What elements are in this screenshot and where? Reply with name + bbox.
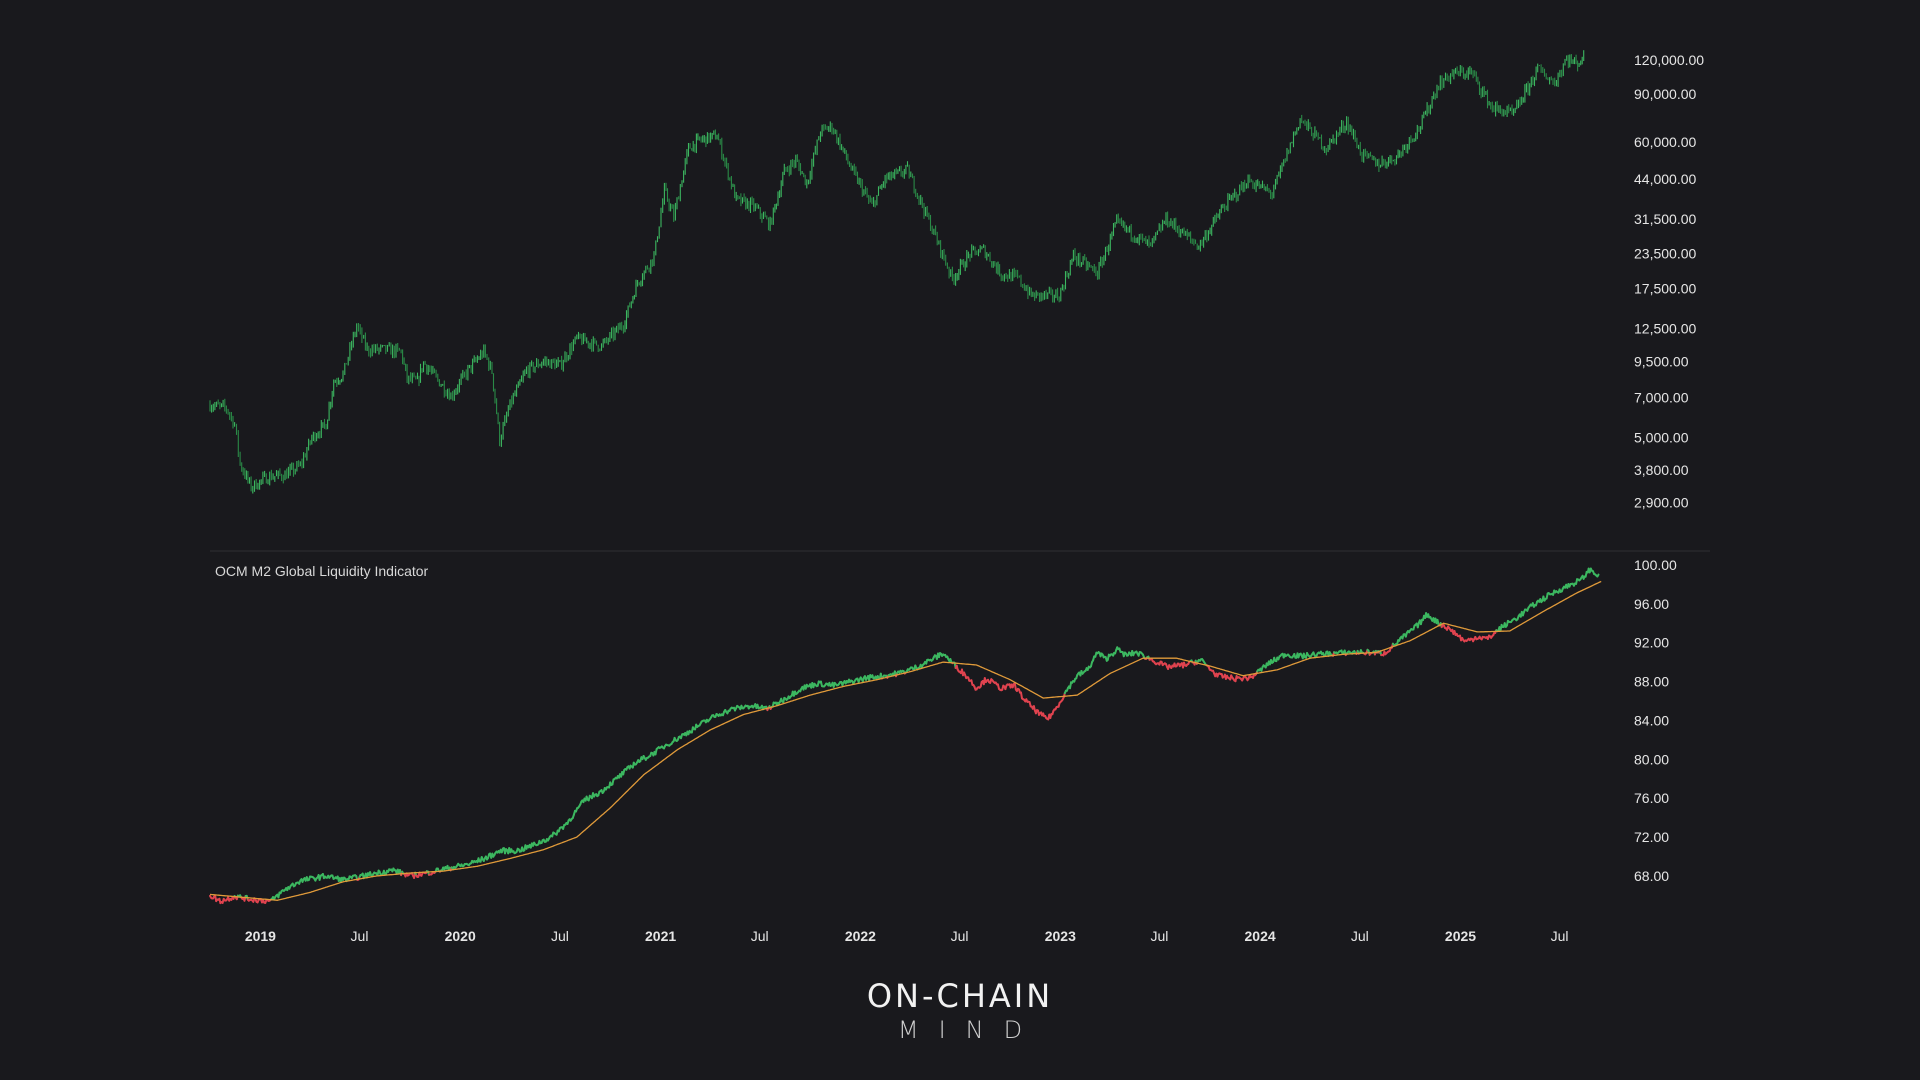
liquidity-y-axis: 100.00 96.00 92.00 88.00 84.00 80.00 76.00 72.0…	[1634, 557, 1677, 884]
price-y-tick: 9,500.00	[1634, 353, 1689, 369]
price-y-tick: 5,000.00	[1634, 430, 1689, 446]
liquidity-y-tick: 100.00	[1634, 557, 1677, 573]
x-tick-year: 2025	[1445, 928, 1476, 944]
price-y-tick: 3,800.00	[1634, 462, 1689, 478]
liquidity-y-tick: 76.00	[1634, 790, 1669, 806]
price-y-axis: 120,000.00 90,000.00 60,000.00 44,000.00 31,…	[1634, 52, 1704, 510]
price-y-tick: 17,500.00	[1634, 281, 1696, 297]
liquidity-y-tick: 72.00	[1634, 829, 1669, 845]
x-tick-month: Jul	[951, 928, 969, 944]
liquidity-y-tick: 88.00	[1634, 674, 1669, 690]
x-tick-month: Jul	[351, 928, 369, 944]
price-y-tick: 60,000.00	[1634, 134, 1696, 150]
liquidity-lines	[209, 567, 1602, 905]
liquidity-y-tick: 92.00	[1634, 635, 1669, 651]
x-tick-year: 2024	[1245, 928, 1276, 944]
x-tick-year: 2020	[445, 928, 476, 944]
liquidity-y-tick: 84.00	[1634, 712, 1669, 728]
price-y-tick: 31,500.00	[1634, 211, 1696, 227]
liquidity-y-tick: 80.00	[1634, 751, 1669, 767]
x-tick-month: Jul	[1150, 928, 1168, 944]
x-tick-month: Jul	[1551, 928, 1569, 944]
price-y-tick: 44,000.00	[1634, 171, 1696, 187]
logo-line-2: MIND	[898, 1016, 1042, 1044]
price-candles	[209, 50, 1585, 494]
price-y-tick: 23,500.00	[1634, 246, 1696, 262]
x-tick-year: 2023	[1045, 928, 1076, 944]
liquidity-y-tick: 96.00	[1634, 596, 1669, 612]
price-y-tick: 7,000.00	[1634, 390, 1689, 406]
x-tick-month: Jul	[751, 928, 769, 944]
price-y-tick: 12,500.00	[1634, 321, 1696, 337]
logo: ON-CHAIN MIND	[867, 977, 1053, 1044]
price-y-tick: 120,000.00	[1634, 52, 1704, 68]
moving-average-line	[209, 580, 1602, 901]
liquidity-pane-title: OCM M2 Global Liquidity Indicator	[215, 563, 429, 579]
x-tick-month: Jul	[1351, 928, 1369, 944]
price-y-tick: 2,900.00	[1634, 494, 1689, 510]
liquidity-pane: OCM M2 Global Liquidity Indicator 100.00…	[209, 557, 1677, 905]
liquidity-y-tick: 68.00	[1634, 868, 1669, 884]
x-tick-year: 2019	[245, 928, 276, 944]
logo-line-1: ON-CHAIN	[867, 977, 1053, 1015]
x-tick-month: Jul	[551, 928, 569, 944]
x-tick-year: 2021	[645, 928, 676, 944]
x-tick-year: 2022	[845, 928, 876, 944]
liquidity-segment	[1013, 682, 1017, 691]
x-axis: 2019 Jul 2020 Jul 2021 Jul 2022 Jul 2023 Jul 2024 J…	[245, 928, 1569, 944]
liquidity-segment	[1596, 573, 1600, 578]
price-pane: 120,000.00 90,000.00 60,000.00 44,000.00 31,…	[209, 50, 1704, 510]
price-y-tick: 90,000.00	[1634, 86, 1696, 102]
